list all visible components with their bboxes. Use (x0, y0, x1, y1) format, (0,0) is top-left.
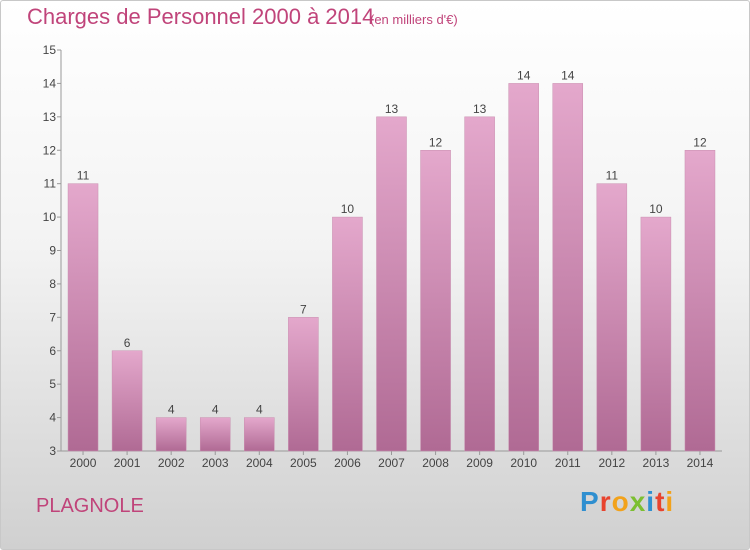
x-tick-label: 2013 (643, 456, 670, 470)
bar (464, 116, 495, 452)
bar-value-label: 6 (124, 336, 131, 350)
y-tick-label: 14 (43, 76, 57, 90)
x-tick-label: 2002 (158, 456, 185, 470)
x-tick-label: 2011 (555, 456, 581, 470)
place-name: PLAGNOLE (36, 495, 144, 517)
y-tick-label: 9 (49, 244, 56, 258)
x-tick-label: 2008 (422, 456, 449, 470)
logo-letter: i (646, 486, 656, 517)
bar (288, 317, 319, 452)
bar-value-label: 4 (212, 403, 219, 417)
y-tick-label: 8 (49, 277, 56, 291)
bar (244, 417, 275, 452)
bar (111, 350, 143, 452)
proxiti-logo[interactable]: Proxiti (580, 486, 674, 518)
x-tick-label: 2007 (378, 456, 405, 470)
x-tick-label: 2003 (202, 456, 229, 470)
bar-value-label: 14 (517, 68, 531, 82)
y-tick-label: 12 (43, 143, 57, 157)
x-tick-label: 2004 (246, 456, 273, 470)
logo-letter: P (580, 486, 600, 517)
x-tick-label: 2009 (466, 456, 493, 470)
y-tick-label: 7 (49, 310, 56, 324)
y-tick-label: 5 (49, 377, 56, 391)
y-tick-label: 11 (44, 177, 57, 191)
chart-title: Charges de Personnel 2000 à 2014 (27, 4, 375, 29)
bar-value-label: 14 (561, 68, 575, 82)
bar-value-label: 11 (606, 169, 619, 183)
bar (155, 417, 187, 452)
logo-letter: o (611, 486, 630, 517)
bar (332, 216, 363, 452)
bar-value-label: 12 (429, 135, 443, 149)
bar (596, 183, 628, 452)
x-tick-label: 2014 (687, 456, 714, 470)
bar-value-label: 7 (300, 302, 307, 316)
x-tick-label: 2006 (334, 456, 361, 470)
logo-letter: r (599, 486, 612, 517)
bar (640, 216, 672, 452)
bar (376, 116, 407, 452)
bar (552, 83, 584, 452)
x-tick-label: 2001 (114, 456, 141, 470)
y-tick-label: 15 (43, 43, 57, 57)
bar (684, 150, 716, 452)
bar-value-label: 13 (473, 102, 487, 116)
bar-value-label: 11 (77, 169, 90, 183)
bar-value-label: 10 (341, 202, 355, 216)
y-tick-label: 13 (43, 110, 57, 124)
bar-value-label: 4 (168, 403, 175, 417)
logo-letter: t (655, 486, 666, 517)
x-tick-label: 2005 (290, 456, 317, 470)
bar-value-label: 13 (385, 102, 399, 116)
y-tick-label: 4 (49, 411, 56, 425)
bar (420, 150, 451, 452)
bar (508, 83, 539, 452)
y-tick-label: 10 (43, 210, 57, 224)
bar-value-label: 10 (649, 202, 663, 216)
y-tick-label: 3 (49, 444, 56, 458)
bar-value-label: 4 (256, 403, 263, 417)
chart-subtitle: (en milliers d'€) (370, 12, 458, 27)
x-tick-label: 2010 (510, 456, 537, 470)
x-tick-label: 2012 (598, 456, 625, 470)
logo-letter: i (665, 486, 675, 517)
logo-letter: x (629, 486, 647, 517)
bar-value-label: 12 (693, 135, 707, 149)
bar (67, 183, 99, 452)
x-tick-label: 2000 (70, 456, 97, 470)
y-tick-label: 6 (49, 344, 56, 358)
bar (199, 417, 231, 452)
